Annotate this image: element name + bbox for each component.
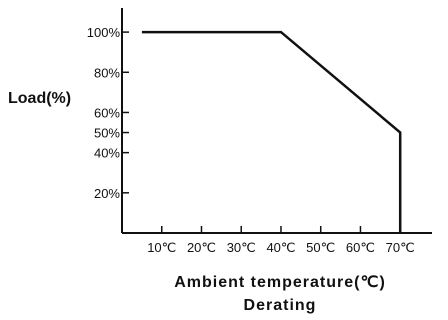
y-tick-label: 40%: [94, 146, 120, 161]
y-tick-label: 50%: [94, 126, 120, 141]
y-axis-label: Load(%): [8, 90, 71, 107]
x-tick-label: 50℃: [306, 240, 335, 255]
x-axis-label: Ambient temperature(℃): [174, 274, 386, 291]
derating-curve: [141, 30, 402, 233]
series-layer: [141, 30, 402, 233]
x-tick-label: 20℃: [187, 240, 216, 255]
chart-title: Derating: [244, 297, 317, 314]
y-tick-group: 20% 40% 50% 60% 80% 100%: [87, 25, 129, 201]
y-tick-label: 60%: [94, 105, 120, 120]
x-tick-label: 60℃: [346, 240, 375, 255]
y-tick-label: 20%: [94, 186, 120, 201]
x-tick-label: 30℃: [227, 240, 256, 255]
y-tick-label: 100%: [87, 25, 121, 40]
x-tick-label: 70℃: [386, 240, 415, 255]
x-tick-label: 40℃: [266, 240, 295, 255]
x-tick-group: 10℃ 20℃ 30℃ 40℃ 50℃ 60℃ 70℃: [147, 226, 415, 255]
y-tick-label: 80%: [94, 65, 120, 80]
x-tick-label: 10℃: [147, 240, 176, 255]
chart-axes: [121, 8, 432, 234]
